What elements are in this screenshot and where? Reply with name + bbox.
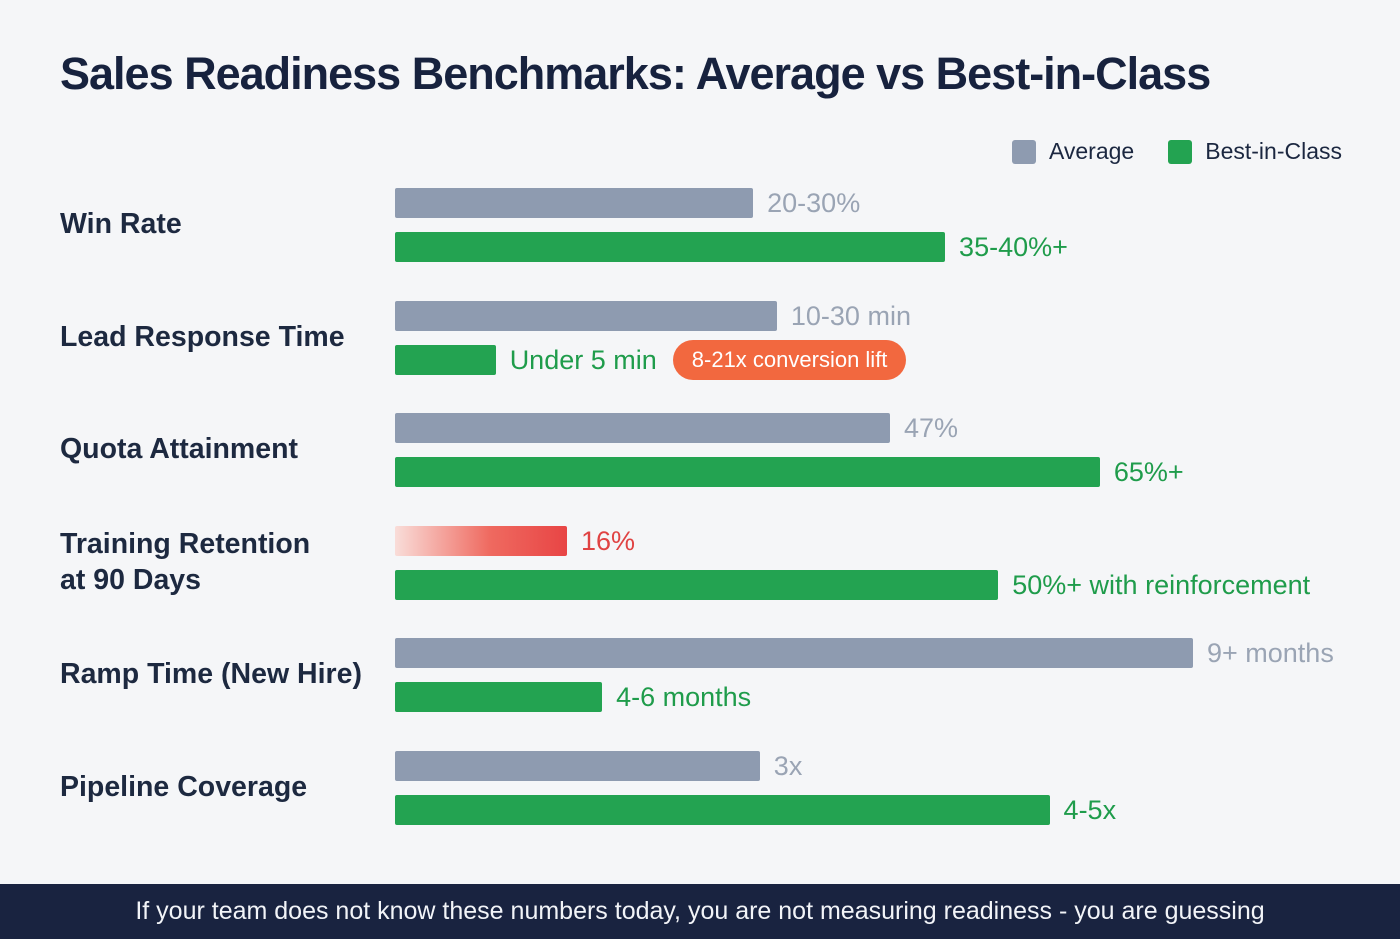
average-value: 10-30 min	[790, 300, 911, 331]
best-value: Under 5 min	[509, 344, 657, 375]
row-win-rate: Win Rate 20-30% 35-40%+	[60, 188, 1345, 262]
row-lead-response-time: Lead Response Time 10-30 min Under 5 min…	[60, 300, 1345, 380]
row-quota-attainment: Quota Attainment 47% 65%+	[60, 413, 1345, 487]
best-bar	[395, 345, 496, 375]
best-value: 50%+ with reinforcement	[1012, 569, 1311, 600]
legend-item-best: Best-in-Class	[1168, 138, 1342, 165]
average-bar	[395, 751, 760, 781]
conversion-lift-badge: 8-21x conversion lift	[672, 340, 907, 380]
row-training-retention: Training Retention at 90 Days 16% 50%+ w…	[60, 526, 1345, 600]
footer-banner: If your team does not know these numbers…	[0, 884, 1400, 939]
row-ramp-time: Ramp Time (New Hire) 9+ months 4-6 month…	[60, 638, 1345, 712]
best-bar	[395, 570, 999, 600]
average-bar	[395, 301, 777, 331]
best-bar	[395, 795, 1050, 825]
category-label: Win Rate	[60, 208, 182, 241]
best-bar	[395, 232, 946, 262]
best-bar	[395, 682, 603, 712]
legend-best-label: Best-in-Class	[1205, 138, 1342, 164]
average-value: 20-30%	[767, 187, 861, 218]
row-pipeline-coverage: Pipeline Coverage 3x 4-5x	[60, 751, 1345, 825]
average-value: 47%	[903, 412, 958, 443]
best-bar	[395, 457, 1100, 487]
category-label: Ramp Time (New Hire)	[60, 658, 362, 691]
average-bar	[395, 188, 754, 218]
average-bar	[395, 638, 1193, 668]
category-label: Quota Attainment	[60, 433, 299, 466]
average-value: 3x	[773, 750, 803, 781]
best-in-class-swatch-icon	[1168, 139, 1193, 164]
category-label: Pipeline Coverage	[60, 771, 308, 804]
average-swatch-icon	[1011, 139, 1036, 164]
legend-average-label: Average	[1048, 138, 1135, 164]
average-value: 16%	[580, 525, 635, 556]
average-bar-risk	[395, 526, 567, 556]
best-value: 65%+	[1113, 456, 1184, 487]
best-value: 4-6 months	[616, 681, 752, 712]
best-value: 4-5x	[1063, 794, 1117, 825]
legend-item-average: Average	[1011, 138, 1135, 165]
legend: Average Best-in-Class	[1011, 138, 1342, 165]
category-label: Lead Response Time	[60, 321, 345, 354]
page-title: Sales Readiness Benchmarks: Average vs B…	[60, 48, 1211, 99]
average-value: 9+ months	[1207, 637, 1334, 668]
category-label: Training Retention at 90 Days	[60, 528, 311, 596]
average-bar	[395, 413, 890, 443]
best-value: 35-40%+	[959, 231, 1068, 262]
footer-text: If your team does not know these numbers…	[135, 897, 1265, 925]
